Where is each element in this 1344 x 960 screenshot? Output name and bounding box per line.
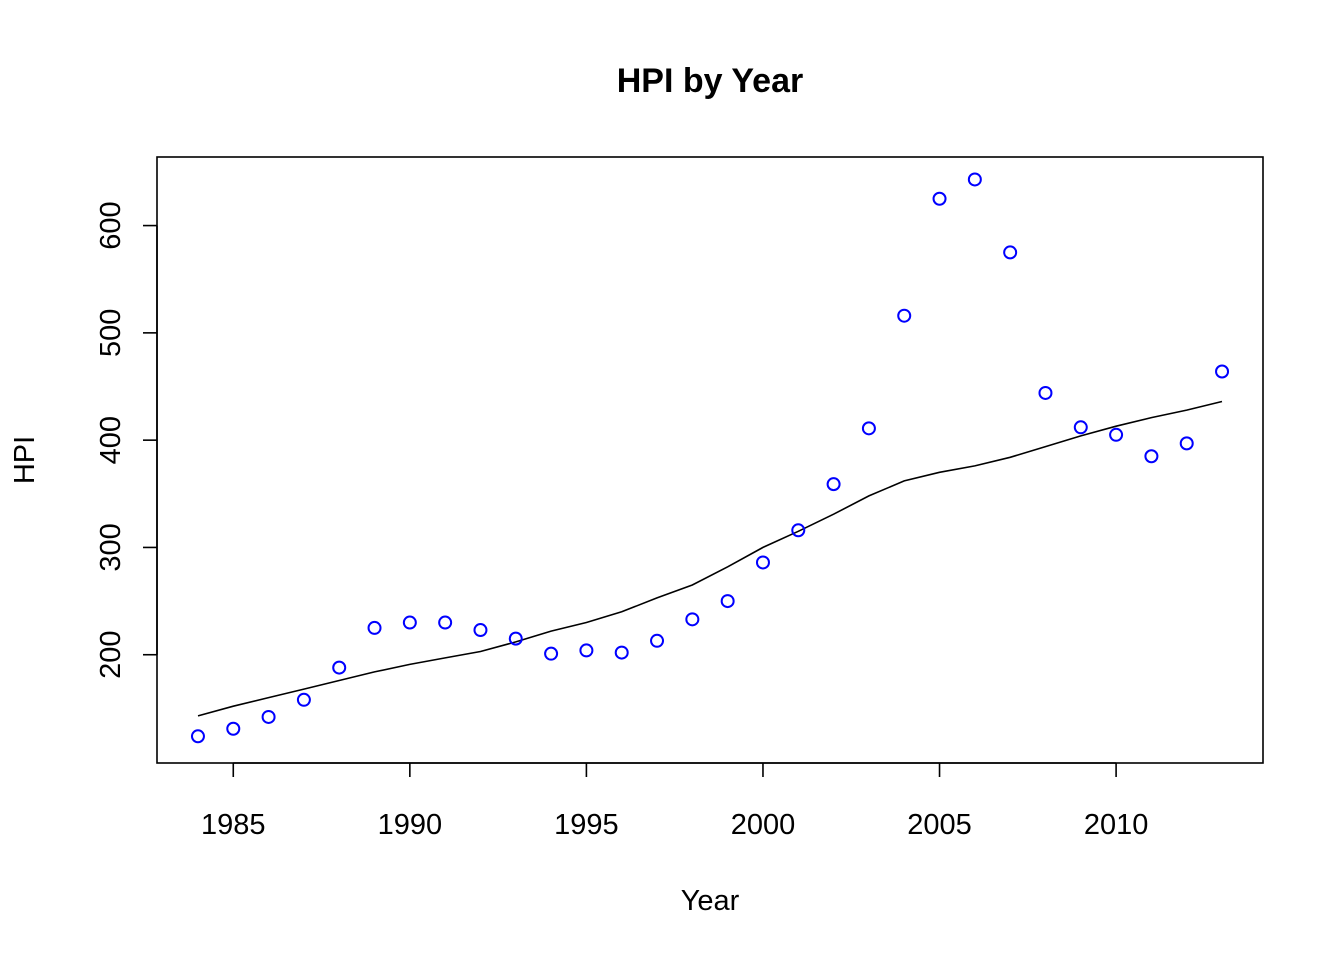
data-point xyxy=(1144,449,1159,464)
y-axis: 200 300 400 500 600 xyxy=(95,201,158,679)
data-point xyxy=(897,308,912,323)
x-tick-label: 2010 xyxy=(1084,809,1149,841)
x-axis: 1985 1990 1995 2000 2005 2010 xyxy=(201,762,1149,841)
data-point xyxy=(508,631,523,646)
data-point xyxy=(1073,420,1088,435)
data-point xyxy=(367,620,382,635)
x-tick-label: 2000 xyxy=(731,809,796,841)
data-point xyxy=(544,646,559,661)
y-axis-label: HPI xyxy=(9,436,41,484)
chart-title: HPI by Year xyxy=(617,62,804,100)
data-point xyxy=(614,645,629,660)
x-tick-label: 2005 xyxy=(907,809,972,841)
y-tick-label: 600 xyxy=(95,201,127,249)
y-tick-label: 400 xyxy=(95,416,127,464)
data-point xyxy=(190,729,205,744)
plot-area-frame xyxy=(156,156,1264,764)
data-point xyxy=(332,660,347,675)
data-point xyxy=(755,555,770,570)
data-point xyxy=(1215,364,1230,379)
data-point xyxy=(1003,245,1018,260)
data-point xyxy=(473,623,488,638)
y-tick-label: 500 xyxy=(95,309,127,357)
data-point xyxy=(402,615,417,630)
data-point xyxy=(826,477,841,492)
x-tick-label: 1995 xyxy=(554,809,619,841)
data-point xyxy=(720,594,735,609)
data-point xyxy=(579,643,594,658)
data-point xyxy=(296,692,311,707)
data-point xyxy=(261,709,276,724)
scatter-points xyxy=(190,172,1230,744)
data-point xyxy=(791,523,806,538)
data-point xyxy=(650,633,665,648)
trend-line xyxy=(197,400,1223,717)
data-point xyxy=(685,612,700,627)
x-axis-label: Year xyxy=(681,885,740,917)
data-point xyxy=(967,172,982,187)
data-point xyxy=(1109,427,1124,442)
x-tick-label: 1990 xyxy=(378,809,443,841)
x-tick-label: 1985 xyxy=(201,809,266,841)
data-point xyxy=(1179,436,1194,451)
y-tick-label: 200 xyxy=(95,631,127,679)
data-point xyxy=(861,421,876,436)
y-tick-label: 300 xyxy=(95,523,127,571)
data-point xyxy=(226,721,241,736)
data-point xyxy=(932,191,947,206)
data-point xyxy=(1038,385,1053,400)
data-point xyxy=(438,615,453,630)
